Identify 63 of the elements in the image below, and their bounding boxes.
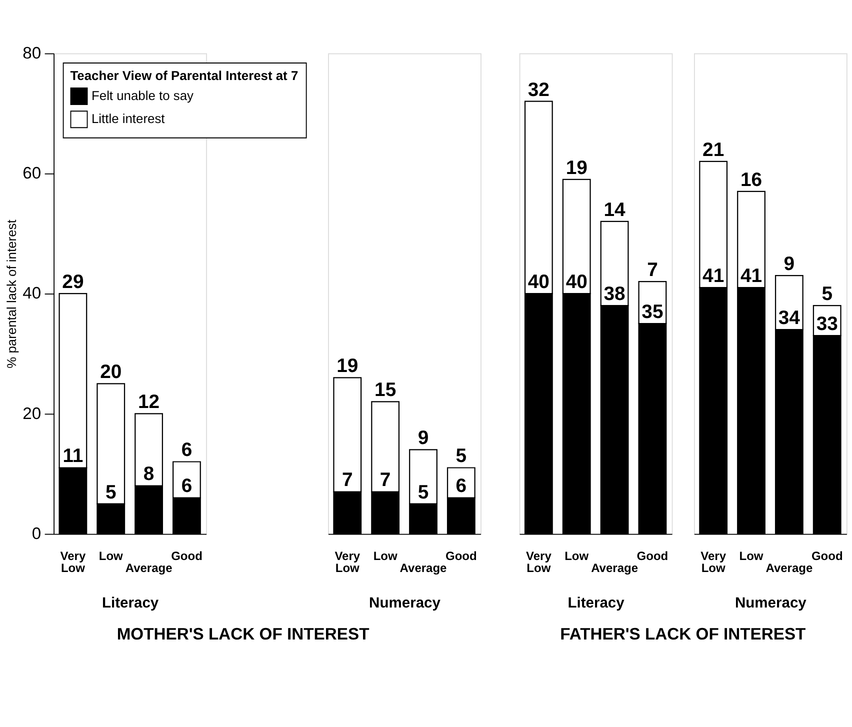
data-label: 14 bbox=[604, 198, 626, 221]
data-label: 35 bbox=[642, 301, 664, 324]
data-label: 6 bbox=[181, 475, 192, 498]
y-tick-label: 40 bbox=[22, 284, 42, 303]
data-label: 16 bbox=[740, 168, 762, 191]
data-label: 5 bbox=[418, 481, 429, 504]
x-axis-title: Literacy bbox=[102, 595, 160, 612]
legend-label: Little interest bbox=[91, 111, 166, 126]
x-axis-title: Numeracy bbox=[369, 595, 442, 612]
y-tick-label: 20 bbox=[22, 404, 42, 423]
data-label: 15 bbox=[374, 379, 396, 402]
data-label: 7 bbox=[647, 259, 658, 282]
x-tick-label: Low bbox=[739, 549, 764, 564]
data-label: 34 bbox=[778, 307, 800, 330]
data-label: 21 bbox=[702, 138, 724, 161]
x-axis-title: Numeracy bbox=[734, 595, 808, 612]
x-tick-label: Very Low bbox=[334, 549, 360, 576]
y-axis-title: % parental lack of interest bbox=[4, 219, 20, 368]
x-tick-label: Average bbox=[125, 561, 173, 576]
data-label: 6 bbox=[181, 439, 192, 462]
x-tick-label: Very Low bbox=[60, 549, 86, 576]
y-tick-label: 60 bbox=[22, 164, 42, 183]
data-label: 9 bbox=[784, 253, 795, 276]
data-label: 20 bbox=[100, 361, 122, 384]
y-tick-label: 80 bbox=[22, 43, 42, 62]
data-label: 19 bbox=[566, 156, 588, 179]
data-label: 19 bbox=[336, 355, 358, 378]
data-label: 40 bbox=[528, 271, 550, 294]
data-label: 9 bbox=[418, 427, 429, 450]
data-label: 6 bbox=[456, 475, 467, 498]
x-axis-title: Literacy bbox=[568, 595, 626, 612]
data-label: 41 bbox=[702, 265, 724, 288]
data-label: 40 bbox=[566, 271, 588, 294]
x-tick-label: Good bbox=[171, 549, 202, 564]
data-label: 41 bbox=[740, 265, 762, 288]
data-label: 33 bbox=[816, 313, 838, 336]
data-label: 5 bbox=[822, 283, 833, 306]
text: MOTHER'S LACK OF INTEREST bbox=[116, 624, 370, 644]
x-tick-label: Very Low bbox=[700, 549, 726, 576]
data-label: 7 bbox=[342, 469, 353, 492]
x-tick-label: Low bbox=[373, 549, 398, 564]
data-label: 12 bbox=[138, 391, 160, 414]
x-tick-label: Good bbox=[636, 549, 668, 564]
legend-title: Teacher View of Parental Interest at 7 bbox=[70, 68, 298, 84]
x-tick-label: Average bbox=[591, 561, 638, 576]
data-label: 7 bbox=[380, 469, 391, 492]
text: FATHER'S LACK OF INTEREST bbox=[560, 624, 806, 644]
y-tick-label: 0 bbox=[32, 524, 42, 543]
x-tick-label: Average bbox=[400, 561, 448, 576]
data-label: 29 bbox=[62, 271, 84, 294]
data-label: 8 bbox=[143, 463, 154, 486]
x-tick-label: Very Low bbox=[526, 549, 552, 576]
data-label: 11 bbox=[62, 445, 84, 468]
legend-label: Felt unable to say bbox=[91, 88, 194, 103]
data-label: 5 bbox=[456, 445, 467, 468]
data-label: 32 bbox=[528, 78, 550, 101]
x-tick-label: Good bbox=[446, 549, 477, 564]
x-tick-label: Average bbox=[766, 561, 813, 576]
x-tick-label: Low bbox=[564, 549, 590, 564]
data-label: 5 bbox=[105, 481, 116, 504]
data-label: 38 bbox=[604, 283, 626, 306]
x-tick-label: Good bbox=[811, 549, 843, 564]
x-tick-label: Low bbox=[98, 549, 124, 564]
